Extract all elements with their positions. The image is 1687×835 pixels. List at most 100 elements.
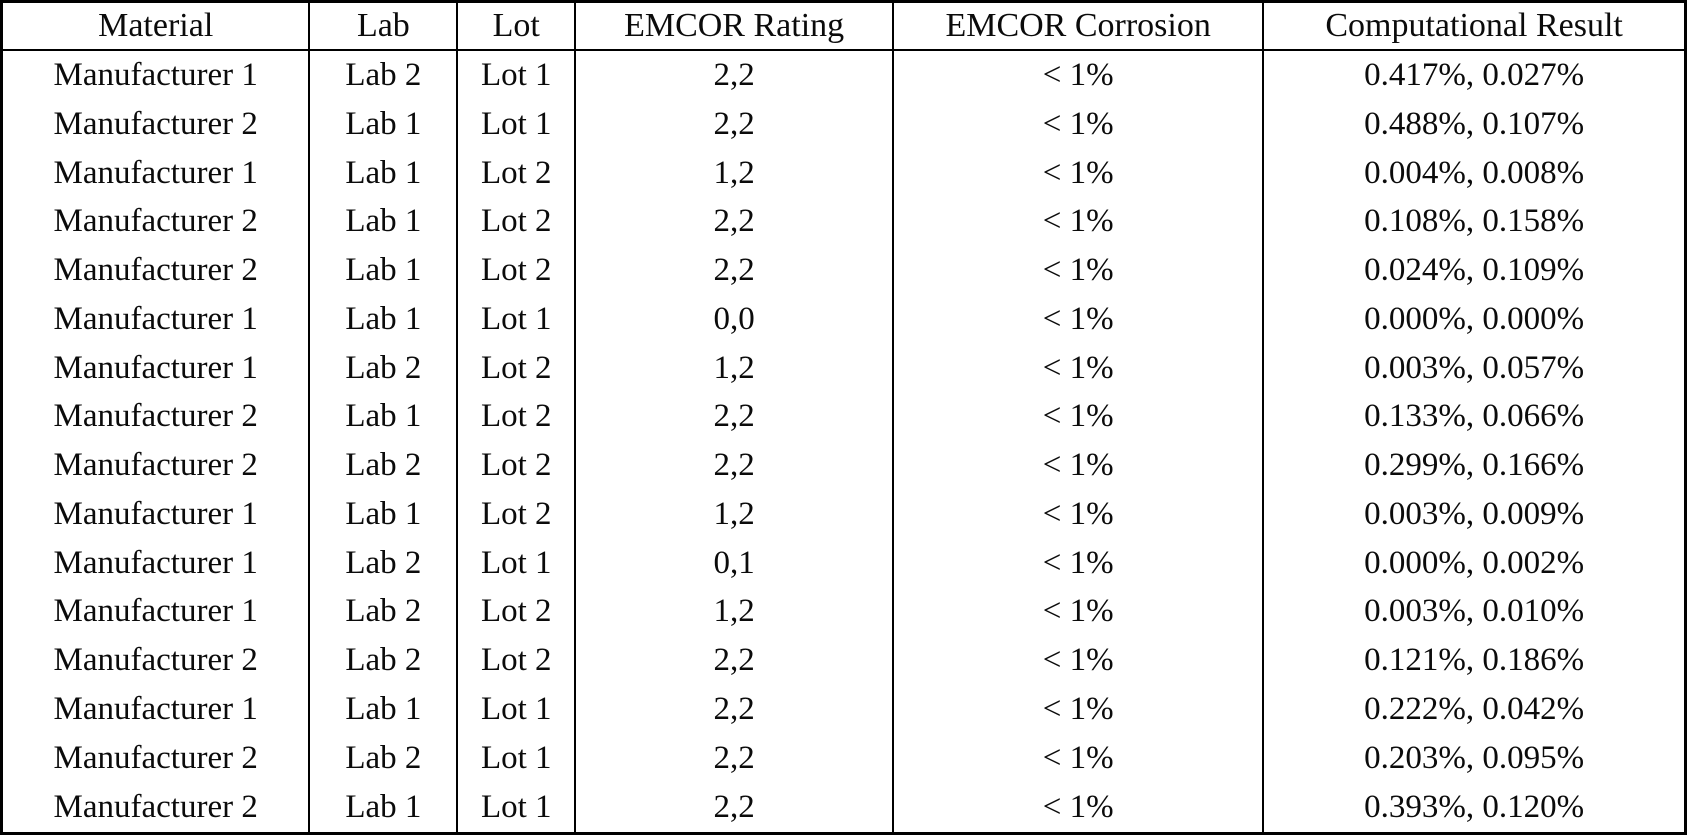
cell-material: Manufacturer 1 xyxy=(53,544,258,581)
cell-lab: Lab 2 xyxy=(308,538,458,588)
cell-computational-result: 0.488%, 0.107% xyxy=(1262,100,1686,149)
cell-computational-result: 0.108%, 0.158% xyxy=(1262,197,1686,247)
cell-emcor-corrosion: < 1% xyxy=(892,685,1264,734)
cell-computational-result: 0.222%, 0.042% xyxy=(1262,685,1686,734)
cell-lot: Lot 2 xyxy=(456,490,576,539)
cell-lot: Lot 1 xyxy=(456,295,576,344)
cell-emcor-rating: 1,2 xyxy=(574,148,894,198)
cell-lot: Lot 2 xyxy=(456,441,576,491)
cell-emcor-corrosion: < 1% xyxy=(892,441,1264,491)
column-header-material: Material xyxy=(1,1,310,51)
cell-material: Manufacturer 2 xyxy=(53,642,258,679)
cell-lot: Lot 1 xyxy=(456,685,576,734)
column-header-computational-result: Computational Result xyxy=(1262,1,1686,51)
cell-computational-result: 0.003%, 0.057% xyxy=(1262,343,1686,393)
cell-lot: Lot 2 xyxy=(456,148,576,198)
cell-emcor-corrosion: < 1% xyxy=(892,343,1264,393)
cell-computational-result: 0.417%, 0.027% xyxy=(1262,50,1686,101)
cell-lab: Lab 2 xyxy=(308,733,458,783)
table-row: Manufacturer 2 Lab 1 Lot 1 2,2 < 1% 0.393%, 0… xyxy=(2,782,1686,834)
cell-emcor-corrosion: < 1% xyxy=(892,636,1264,686)
cell-material: Manufacturer 2 xyxy=(53,252,258,289)
table-row: Manufacturer 2 Lab 2 Lot 1 2,2 < 1% 0.203%, 0… xyxy=(2,733,1686,783)
cell-emcor-rating: 0,1 xyxy=(574,538,894,588)
header-row: Material Lab Lot EMCOR Rating EMCOR Corr… xyxy=(1,1,1686,51)
cell-emcor-rating: 2,2 xyxy=(574,392,894,442)
cell-emcor-corrosion: < 1% xyxy=(892,100,1264,149)
cell-computational-result: 0.000%, 0.002% xyxy=(1262,538,1686,588)
column-header-emcor-rating: EMCOR Rating xyxy=(574,1,894,51)
column-header-emcor-corrosion: EMCOR Corrosion xyxy=(892,1,1264,51)
cell-emcor-corrosion: < 1% xyxy=(892,392,1264,442)
cell-lab: Lab 1 xyxy=(308,295,458,344)
cell-lot: Lot 1 xyxy=(456,733,576,783)
cell-computational-result: 0.393%, 0.120% xyxy=(1262,782,1686,834)
cell-emcor-rating: 2,2 xyxy=(574,50,894,101)
cell-emcor-rating: 2,2 xyxy=(574,782,894,834)
cell-computational-result: 0.133%, 0.066% xyxy=(1262,392,1686,442)
table-row: Manufacturer 2 Lab 1 Lot 1 2,2 < 1% 0.488%, 0… xyxy=(2,100,1686,149)
cell-lab: Lab 2 xyxy=(308,343,458,393)
cell-lab: Lab 1 xyxy=(308,392,458,442)
table-row: Manufacturer 2 Lab 1 Lot 2 2,2 < 1% 0.024%, 0… xyxy=(2,246,1686,296)
table-header: Material Lab Lot EMCOR Rating EMCOR Corr… xyxy=(1,1,1686,51)
cell-material: Manufacturer 2 xyxy=(53,739,258,776)
cell-computational-result: 0.024%, 0.109% xyxy=(1262,246,1686,296)
cell-emcor-rating: 1,2 xyxy=(574,490,894,539)
cell-lab: Lab 2 xyxy=(308,636,458,686)
cell-material: Manufacturer 2 xyxy=(53,203,258,240)
cell-lot: Lot 2 xyxy=(456,636,576,686)
cell-emcor-rating: 2,2 xyxy=(574,636,894,686)
table-row: Manufacturer 2 Lab 1 Lot 2 2,2 < 1% 0.133%, 0… xyxy=(2,392,1686,442)
cell-emcor-rating: 2,2 xyxy=(574,100,894,149)
table-row: Manufacturer 1 Lab 2 Lot 2 1,2 < 1% 0.003%, 0… xyxy=(2,343,1686,393)
cell-emcor-corrosion: < 1% xyxy=(892,246,1264,296)
cell-lot: Lot 1 xyxy=(456,782,576,834)
cell-computational-result: 0.203%, 0.095% xyxy=(1262,733,1686,783)
cell-emcor-rating: 1,2 xyxy=(574,343,894,393)
table-row: Manufacturer 1 Lab 2 Lot 1 0,1 < 1% 0.000%, 0… xyxy=(2,538,1686,588)
cell-lab: Lab 2 xyxy=(308,587,458,637)
cell-lot: Lot 1 xyxy=(456,100,576,149)
cell-material: Manufacturer 1 xyxy=(53,349,258,386)
cell-material: Manufacturer 1 xyxy=(53,57,258,94)
cell-computational-result: 0.121%, 0.186% xyxy=(1262,636,1686,686)
cell-emcor-rating: 2,2 xyxy=(574,246,894,296)
cell-computational-result: 0.004%, 0.008% xyxy=(1262,148,1686,198)
table-row: Manufacturer 2 Lab 1 Lot 2 2,2 < 1% 0.108%, 0… xyxy=(2,197,1686,247)
column-header-lot: Lot xyxy=(456,1,576,51)
table-row: Manufacturer 1 Lab 1 Lot 2 1,2 < 1% 0.004%, 0… xyxy=(2,148,1686,198)
cell-material: Manufacturer 2 xyxy=(53,105,258,142)
cell-lab: Lab 1 xyxy=(308,246,458,296)
cell-lab: Lab 1 xyxy=(308,148,458,198)
column-header-lab: Lab xyxy=(308,1,458,51)
cell-material: Manufacturer 1 xyxy=(53,690,258,727)
cell-material: Manufacturer 2 xyxy=(53,447,258,484)
cell-emcor-corrosion: < 1% xyxy=(892,538,1264,588)
table-row: Manufacturer 1 Lab 1 Lot 1 0,0 < 1% 0.000%, 0… xyxy=(2,295,1686,344)
cell-emcor-rating: 2,2 xyxy=(574,197,894,247)
cell-lot: Lot 2 xyxy=(456,392,576,442)
cell-emcor-corrosion: < 1% xyxy=(892,782,1264,834)
cell-computational-result: 0.003%, 0.009% xyxy=(1262,490,1686,539)
cell-lot: Lot 1 xyxy=(456,50,576,101)
cell-material: Manufacturer 1 xyxy=(53,300,258,337)
table-row: Manufacturer 1 Lab 2 Lot 2 1,2 < 1% 0.003%, 0… xyxy=(2,587,1686,637)
cell-emcor-corrosion: < 1% xyxy=(892,50,1264,101)
cell-computational-result: 0.299%, 0.166% xyxy=(1262,441,1686,491)
cell-emcor-rating: 2,2 xyxy=(574,733,894,783)
cell-material: Manufacturer 1 xyxy=(53,154,258,191)
cell-emcor-rating: 2,2 xyxy=(574,685,894,734)
cell-emcor-corrosion: < 1% xyxy=(892,197,1264,247)
cell-lot: Lot 1 xyxy=(456,538,576,588)
cell-material: Manufacturer 2 xyxy=(53,788,258,825)
cell-lab: Lab 2 xyxy=(308,50,458,101)
table-row: Manufacturer 1 Lab 1 Lot 2 1,2 < 1% 0.003%, 0… xyxy=(2,490,1686,539)
cell-emcor-rating: 2,2 xyxy=(574,441,894,491)
cell-lab: Lab 1 xyxy=(308,782,458,834)
cell-emcor-corrosion: < 1% xyxy=(892,587,1264,637)
cell-emcor-corrosion: < 1% xyxy=(892,295,1264,344)
table-row: Manufacturer 2 Lab 2 Lot 2 2,2 < 1% 0.299%, 0… xyxy=(2,441,1686,491)
cell-emcor-corrosion: < 1% xyxy=(892,148,1264,198)
